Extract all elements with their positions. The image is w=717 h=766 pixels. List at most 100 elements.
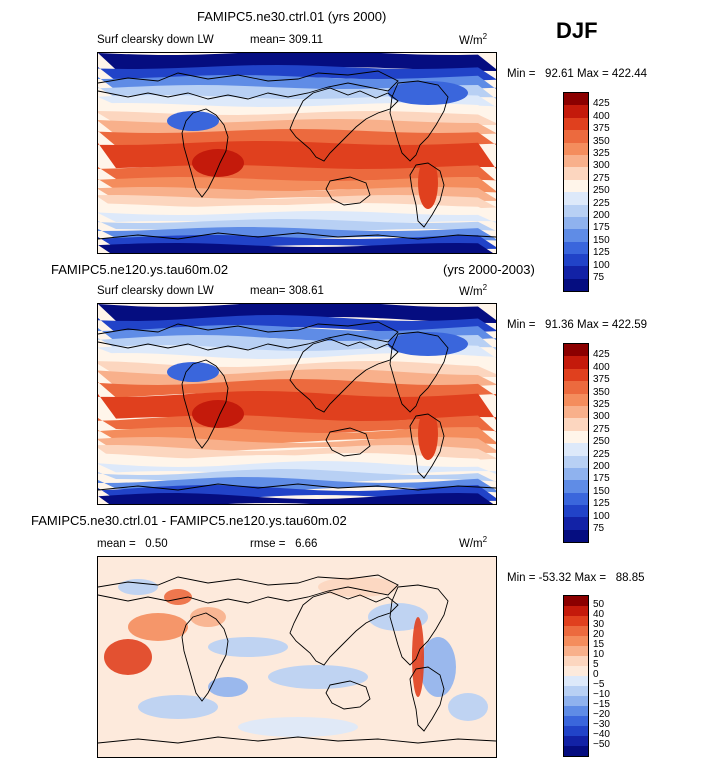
map-cold-blob: [388, 81, 468, 105]
map-cold-blob: [388, 332, 468, 356]
colorbar-segment: [564, 746, 588, 756]
colorbar-tick-label: 175: [593, 473, 610, 485]
panel3-rmse-value: 6.66: [295, 538, 318, 550]
panel3-minmax: Min = -53.32 Max = 88.85: [507, 572, 644, 584]
panel2-max-value: 422.59: [611, 319, 648, 331]
colorbar-tick-label: 400: [593, 361, 610, 373]
map-anomaly-blob: [368, 603, 428, 631]
colorbar-tick-label: 325: [593, 148, 610, 159]
colorbar-tick-label: 425: [593, 349, 610, 361]
colorbar-tick-label: 350: [593, 135, 610, 147]
panel2-max-label: Max =: [577, 319, 609, 331]
map-coastline: [325, 176, 371, 206]
colorbar-segment: [564, 596, 588, 606]
panel1-minmax: Min = 92.61 Max = 422.44: [507, 68, 647, 80]
map-coastline: [181, 359, 229, 449]
map-anomaly-blob: [208, 677, 248, 697]
panel2-minmax: Min = 91.36 Max = 422.59: [507, 319, 647, 331]
colorbar-segment: [564, 626, 588, 636]
panel1-map-svg: [98, 53, 496, 253]
map-warm-blob: [418, 408, 438, 460]
colorbar-tick-label: 125: [593, 247, 610, 259]
panel1-variable: Surf clearsky down LW: [97, 34, 214, 46]
colorbar-segment: [564, 455, 588, 468]
map-anomaly-blob: [128, 613, 188, 641]
colorbar-segment: [564, 216, 588, 230]
colorbar-segment: [564, 706, 588, 716]
panel2-map: [97, 303, 497, 505]
colorbar-segment: [564, 517, 588, 530]
panel3-rmse-label: rmse =: [250, 538, 286, 550]
panel2-units-sup: 2: [482, 283, 488, 292]
colorbar-tick-label: 125: [593, 498, 610, 510]
map-anomaly-blob: [238, 717, 358, 737]
colorbar-segment: [564, 356, 588, 369]
map-band: [98, 304, 496, 323]
panel3-max-value: 88.85: [615, 572, 645, 584]
colorbar-tick-label: −50: [593, 739, 610, 750]
colorbar-tick-label: 50: [593, 599, 605, 610]
colorbar-tick-label: −15: [593, 699, 610, 710]
colorbar-segment: [564, 686, 588, 696]
colorbar-segment: [564, 656, 588, 666]
map-band: [98, 53, 496, 71]
colorbar-segment: [564, 154, 588, 168]
map-band: [98, 369, 496, 387]
panel3-map-svg: [98, 557, 496, 757]
map-band: [98, 141, 496, 171]
colorbar-segment: [564, 646, 588, 656]
panel1-title: FAMIPC5.ne30.ctrl.01 (yrs 2000): [197, 9, 387, 24]
map-coastline: [389, 80, 449, 162]
colorbar-segment: [564, 278, 588, 292]
colorbar-segment: [564, 430, 588, 444]
colorbar-tick-label: 200: [593, 461, 610, 472]
panel3-max-label: Max =: [574, 572, 607, 584]
colorbar-tick-label: 100: [593, 259, 610, 271]
colorbar-segment: [564, 736, 588, 746]
colorbar-segment: [564, 241, 588, 255]
panel2-units-text: W/m: [459, 285, 483, 298]
colorbar-segment: [564, 368, 588, 382]
colorbar-segment: [564, 467, 588, 481]
colorbar-tick-label: 5: [593, 659, 599, 670]
colorbar-segment: [564, 179, 588, 193]
colorbar-segment: [564, 254, 588, 267]
colorbar-segment: [564, 636, 588, 646]
map-coastline: [181, 612, 229, 702]
colorbar-segment: [564, 666, 588, 676]
colorbar-segment: [564, 405, 588, 419]
map-band: [98, 211, 496, 225]
map-coastline: [98, 483, 496, 491]
colorbar-tick-label: 20: [593, 629, 605, 640]
colorbar-tick-label: 425: [593, 98, 610, 110]
panel1-units: W/m2: [459, 32, 487, 47]
panel3-title: FAMIPC5.ne30.ctrl.01 - FAMIPC5.ne120.ys.…: [31, 513, 347, 528]
map-coastline: [325, 427, 371, 457]
panel2-map-svg: [98, 304, 496, 504]
map-band: [98, 461, 496, 477]
colorbar-tick-label: 200: [593, 210, 610, 221]
panel1-mean-label: mean=: [250, 34, 286, 46]
colorbar-segment: [564, 142, 588, 155]
colorbar-tick-label: 10: [593, 649, 605, 660]
panel1-mean-value: 309.11: [288, 34, 324, 46]
map-anomaly-blob: [420, 637, 456, 697]
panel2-colorbar: [563, 343, 589, 544]
panel2-units: W/m2: [459, 283, 487, 298]
colorbar-tick-label: 250: [593, 185, 610, 197]
colorbar-tick-label: 350: [593, 386, 610, 398]
colorbar-tick-label: 30: [593, 619, 605, 630]
map-coastline: [389, 331, 449, 413]
panel1-units-text: W/m: [459, 34, 483, 47]
panel3-min-label: Min =: [507, 572, 536, 584]
colorbar-tick-label: 400: [593, 110, 610, 122]
map-coastline: [325, 680, 371, 710]
panel1-colorbar: [563, 92, 589, 293]
panel3-mean: mean = 0.50: [97, 538, 168, 550]
colorbar-tick-label: 150: [593, 485, 610, 497]
panel2-title: FAMIPC5.ne120.ys.tau60m.02: [51, 262, 229, 277]
colorbar-segment: [564, 130, 588, 143]
panel1-min-label: Min =: [507, 68, 536, 80]
colorbar-tick-label: 275: [593, 423, 610, 435]
panel3-mean-value: 0.50: [145, 538, 168, 550]
